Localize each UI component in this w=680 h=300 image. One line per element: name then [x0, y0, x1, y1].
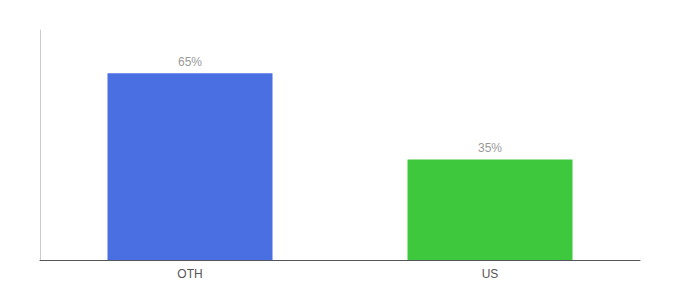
svg-text:US: US — [482, 267, 499, 281]
svg-text:35%: 35% — [478, 141, 502, 155]
svg-text:OTH: OTH — [177, 267, 202, 281]
svg-text:65%: 65% — [178, 55, 202, 69]
